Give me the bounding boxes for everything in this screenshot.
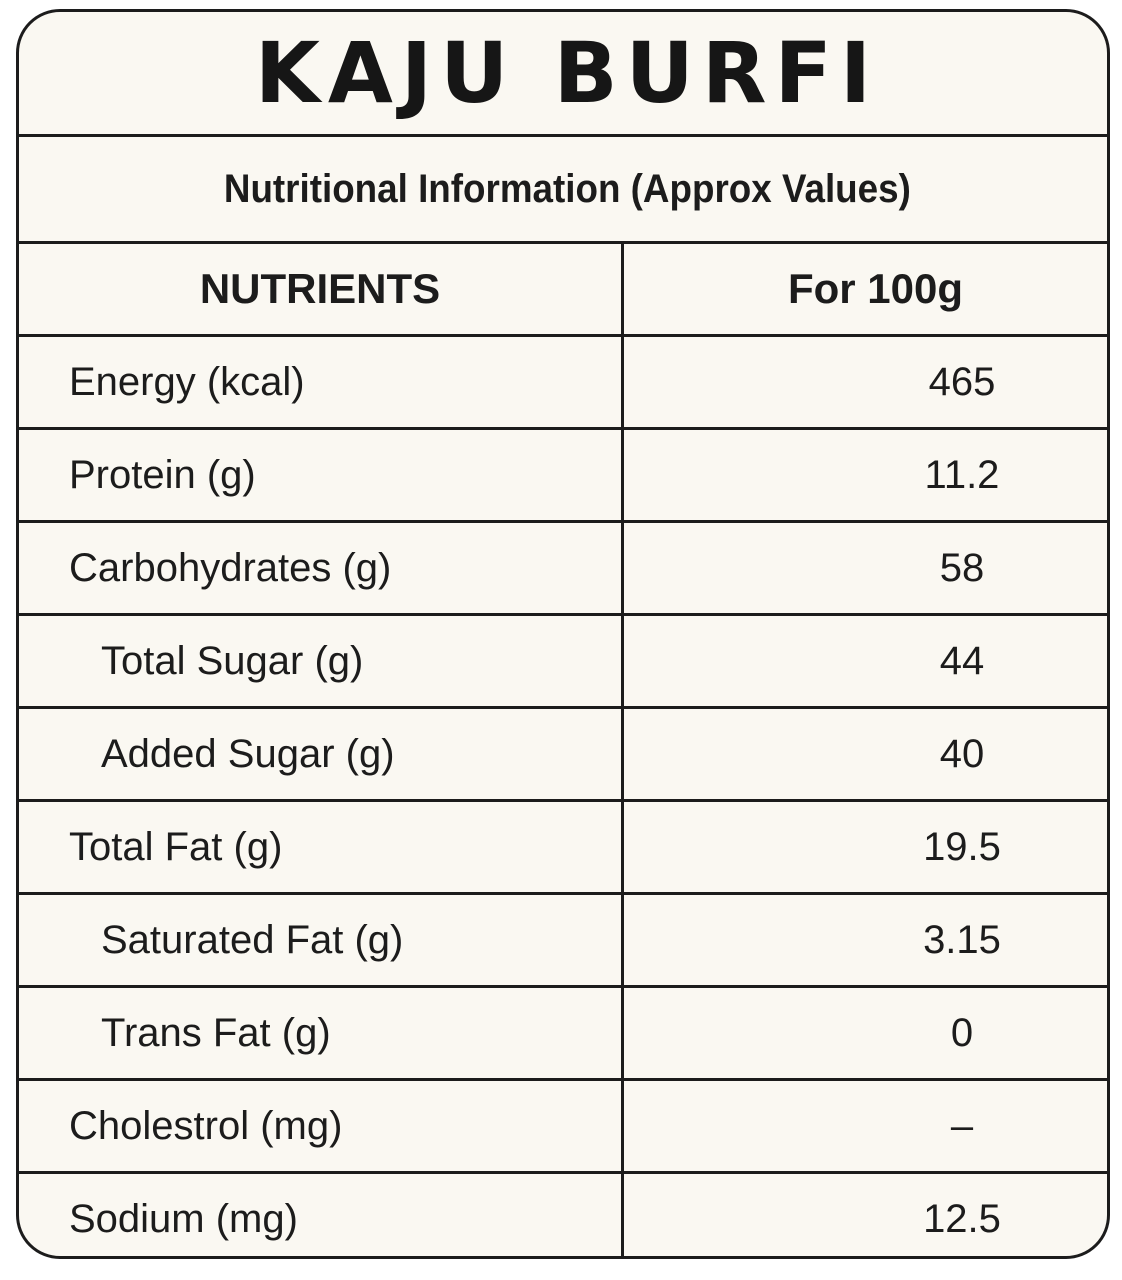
nutrient-name: Total Sugar (g) <box>19 616 624 706</box>
nutrient-value-cell: 465 <box>624 337 1107 427</box>
nutrient-value: 12.5 <box>923 1196 1001 1241</box>
table-header-row: NUTRIENTS For 100g <box>19 244 1107 337</box>
nutrient-value: 58 <box>939 545 985 590</box>
product-title: KAJU BURFI <box>254 24 880 122</box>
nutrient-value: – <box>950 1103 974 1148</box>
nutrient-name: Protein (g) <box>19 430 624 520</box>
nutrient-value: 3.15 <box>923 917 1001 962</box>
table-row-carbohydrates: Carbohydrates (g) 58 <box>19 523 1107 616</box>
table-row-trans-fat: Trans Fat (g) 0 <box>19 988 1107 1081</box>
nutrients-header-label: NUTRIENTS <box>199 265 441 312</box>
nutrient-value: 0 <box>950 1010 974 1055</box>
label-subtitle: Nutritional Information (Approx Values) <box>223 166 911 211</box>
nutrient-name: Cholestrol (mg) <box>19 1081 624 1171</box>
table-row-energy: Energy (kcal) 465 <box>19 337 1107 430</box>
nutrient-value-cell: 40 <box>624 709 1107 799</box>
nutrient-value: 11.2 <box>924 452 1000 497</box>
table-row-total-fat: Total Fat (g) 19.5 <box>19 802 1107 895</box>
nutrient-value-cell: 19.5 <box>624 802 1107 892</box>
nutrient-name: Sodium (mg) <box>19 1174 624 1256</box>
nutrient-value-cell: 58 <box>624 523 1107 613</box>
nutrient-value: 44 <box>939 638 985 683</box>
table-row-protein: Protein (g) 11.2 <box>19 430 1107 523</box>
nutrient-value-cell: 44 <box>624 616 1107 706</box>
nutrient-name: Carbohydrates (g) <box>19 523 624 613</box>
table-row-saturated-fat: Saturated Fat (g) 3.15 <box>19 895 1107 988</box>
nutrient-value: 465 <box>928 359 996 404</box>
nutrient-value: 19.5 <box>923 824 1001 869</box>
nutrient-value: 40 <box>939 731 985 776</box>
table-row-added-sugar: Added Sugar (g) 40 <box>19 709 1107 802</box>
table-row-total-sugar: Total Sugar (g) 44 <box>19 616 1107 709</box>
nutrient-name: Added Sugar (g) <box>19 709 624 799</box>
table-row-sodium: Sodium (mg) 12.5 <box>19 1174 1107 1256</box>
nutrient-value-cell: – <box>624 1081 1107 1171</box>
nutrient-name: Trans Fat (g) <box>19 988 624 1078</box>
nutrition-label: KAJU BURFI Nutritional Information (Appr… <box>16 9 1110 1259</box>
nutrient-name: Saturated Fat (g) <box>19 895 624 985</box>
nutrient-name: Energy (kcal) <box>19 337 624 427</box>
subtitle-band: Nutritional Information (Approx Values) <box>19 137 1107 244</box>
amount-column-header: For 100g <box>624 244 1107 334</box>
table-row-cholestrol: Cholestrol (mg) – <box>19 1081 1107 1174</box>
nutrient-name: Total Fat (g) <box>19 802 624 892</box>
nutrient-value-cell: 12.5 <box>624 1174 1107 1256</box>
nutrient-value-cell: 3.15 <box>624 895 1107 985</box>
nutrients-column-header: NUTRIENTS <box>19 244 624 334</box>
nutrient-value-cell: 0 <box>624 988 1107 1078</box>
title-band: KAJU BURFI <box>19 12 1107 137</box>
amount-header-label: For 100g <box>787 265 964 312</box>
nutrient-value-cell: 11.2 <box>624 430 1107 520</box>
nutrition-table: NUTRIENTS For 100g Energy (kcal) 465 Pro… <box>19 244 1107 1256</box>
